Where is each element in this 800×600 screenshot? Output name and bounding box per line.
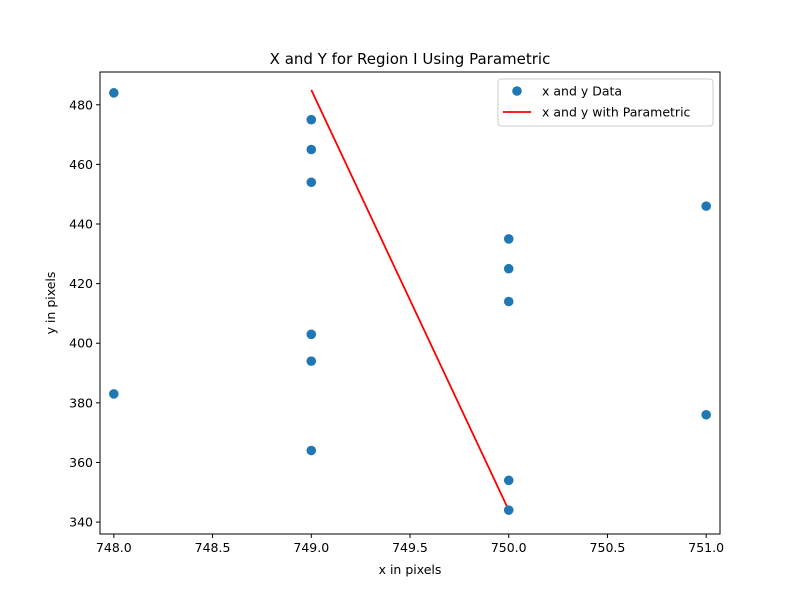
x-tick-label: 749.0	[293, 540, 329, 555]
data-point	[503, 234, 514, 244]
y-tick-label: 460	[69, 157, 93, 172]
data-point	[503, 296, 514, 307]
chart-title: X and Y for Region I Using Parametric	[270, 50, 551, 68]
data-point	[701, 409, 711, 420]
x-tick-label: 750.0	[491, 540, 527, 555]
plot-area: 748.0 748.5 749.0 749.5 750.0 750.5 751.0 340 36…	[69, 71, 724, 555]
x-tick-label: 749.5	[392, 540, 428, 555]
y-tick-label: 400	[69, 336, 93, 351]
data-point	[109, 389, 119, 399]
legend-entry-label: x and y with Parametric	[542, 105, 691, 120]
data-point	[503, 263, 514, 274]
y-tick-label: 360	[69, 455, 93, 470]
data-point	[306, 329, 317, 340]
legend-marker-data	[512, 86, 522, 96]
data-point	[306, 144, 317, 155]
y-tick-label: 380	[69, 395, 93, 410]
legend-entry-label: x and y Data	[542, 84, 622, 99]
x-tick-label: 750.5	[590, 540, 626, 555]
y-tick-label: 480	[69, 97, 93, 112]
y-tick-label: 340	[69, 515, 93, 530]
legend-box	[497, 78, 714, 127]
y-tick-label: 440	[69, 217, 93, 232]
x-tick-label: 748.5	[195, 540, 231, 555]
data-point	[503, 505, 514, 515]
x-axis-label: x in pixels	[379, 562, 442, 577]
data-point	[503, 475, 514, 486]
data-point	[306, 177, 317, 188]
data-point	[701, 201, 711, 211]
data-point	[306, 356, 317, 366]
x-tick-label: 751.0	[688, 540, 724, 555]
series-line-parametric	[310, 89, 510, 511]
data-point	[306, 114, 317, 125]
x-tick-label: 748.0	[96, 540, 132, 555]
y-tick-label: 420	[69, 276, 93, 291]
y-axis-label: y in pixels	[43, 272, 58, 335]
data-point	[109, 88, 119, 98]
data-point	[306, 445, 317, 456]
